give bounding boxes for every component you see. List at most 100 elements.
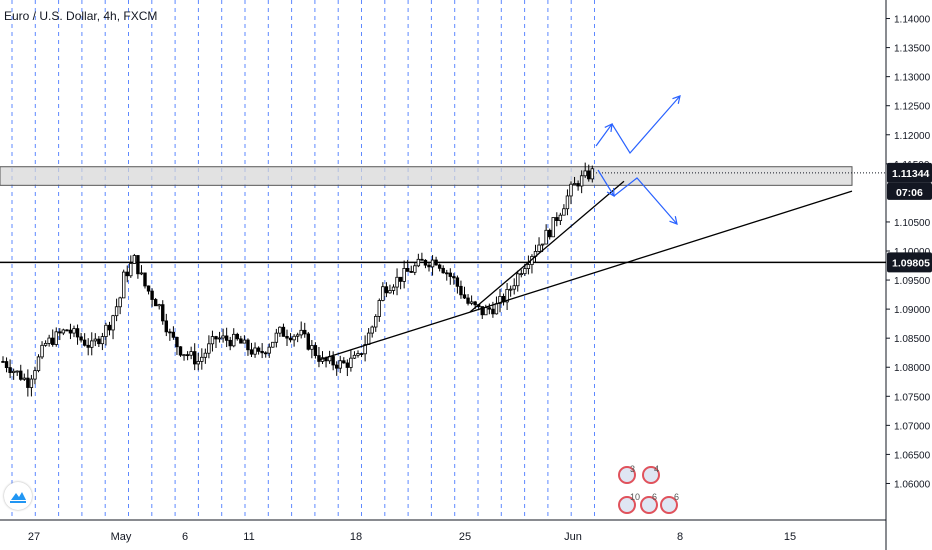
candle[interactable] <box>508 288 513 291</box>
candle[interactable] <box>185 354 190 357</box>
candle[interactable] <box>260 350 264 354</box>
candle[interactable] <box>555 217 559 221</box>
candle[interactable] <box>544 229 548 245</box>
candle[interactable] <box>434 259 438 266</box>
candle[interactable] <box>445 272 449 275</box>
candle[interactable] <box>405 268 410 272</box>
candle[interactable] <box>402 268 406 282</box>
projection-arrow[interactable] <box>613 177 678 225</box>
candle[interactable] <box>122 271 126 299</box>
candle[interactable] <box>430 259 435 268</box>
candle[interactable] <box>469 301 474 304</box>
candle[interactable] <box>118 297 122 308</box>
candle[interactable] <box>79 336 83 341</box>
candle[interactable] <box>267 346 271 354</box>
candle[interactable] <box>413 265 417 273</box>
candle[interactable] <box>384 286 389 294</box>
candle[interactable] <box>146 285 151 292</box>
candle[interactable] <box>352 354 357 359</box>
candle[interactable] <box>214 336 218 340</box>
candle[interactable] <box>526 264 531 269</box>
candle[interactable] <box>342 360 346 364</box>
candle[interactable] <box>228 339 232 347</box>
candle[interactable] <box>505 288 509 303</box>
candle[interactable] <box>437 264 442 269</box>
candle[interactable] <box>253 347 257 355</box>
candle[interactable] <box>210 336 215 345</box>
candle[interactable] <box>164 320 168 333</box>
candle[interactable] <box>565 195 570 210</box>
candle[interactable] <box>29 378 34 388</box>
candle[interactable] <box>579 175 584 187</box>
candle[interactable] <box>125 271 129 277</box>
candle[interactable] <box>207 343 211 354</box>
candle[interactable] <box>583 170 587 177</box>
candle[interactable] <box>359 353 364 355</box>
candle[interactable] <box>491 308 495 315</box>
candle[interactable] <box>540 243 545 246</box>
candle[interactable] <box>310 345 314 350</box>
candle[interactable] <box>136 255 140 275</box>
candle[interactable] <box>498 295 502 305</box>
candle[interactable] <box>441 267 445 274</box>
candle[interactable] <box>246 339 250 351</box>
candle[interactable] <box>548 229 552 238</box>
candle[interactable] <box>295 334 300 337</box>
candle[interactable] <box>104 324 108 337</box>
candle[interactable] <box>338 360 342 369</box>
candle[interactable] <box>132 255 137 264</box>
event-flag-icon[interactable] <box>618 466 636 484</box>
candle[interactable] <box>370 326 374 334</box>
candle[interactable] <box>171 331 176 338</box>
candle[interactable] <box>317 355 321 362</box>
candle[interactable] <box>398 276 403 282</box>
candle[interactable] <box>349 357 353 368</box>
event-flag-icon[interactable] <box>640 496 658 514</box>
candle[interactable] <box>487 307 492 310</box>
candle[interactable] <box>366 332 371 345</box>
candle[interactable] <box>374 316 378 328</box>
candle[interactable] <box>484 307 488 316</box>
candle[interactable] <box>139 272 144 275</box>
candle[interactable] <box>232 333 236 347</box>
candle[interactable] <box>285 335 289 339</box>
candle[interactable] <box>90 340 94 348</box>
candle[interactable] <box>19 370 23 380</box>
candle[interactable] <box>239 338 243 344</box>
candle[interactable] <box>274 332 279 343</box>
candle[interactable] <box>189 351 193 356</box>
candle[interactable] <box>391 286 396 291</box>
candle[interactable] <box>562 208 566 216</box>
candle[interactable] <box>494 303 499 315</box>
candle[interactable] <box>388 290 392 294</box>
candle[interactable] <box>420 258 424 261</box>
tradingview-logo-icon[interactable] <box>4 482 32 510</box>
candle[interactable] <box>192 351 197 365</box>
candle[interactable] <box>153 299 158 307</box>
candle[interactable] <box>33 370 37 380</box>
candle[interactable] <box>331 356 335 366</box>
candle[interactable] <box>8 367 12 374</box>
trendline-steep[interactable] <box>469 180 625 313</box>
candle[interactable] <box>129 263 133 277</box>
candle[interactable] <box>40 344 44 358</box>
candle[interactable] <box>334 364 339 369</box>
candle[interactable] <box>363 344 367 355</box>
candle[interactable] <box>175 336 179 348</box>
candle[interactable] <box>256 347 261 352</box>
candle[interactable] <box>281 326 286 337</box>
candle[interactable] <box>455 277 460 287</box>
candle[interactable] <box>473 301 477 306</box>
candle[interactable] <box>161 304 165 322</box>
candle[interactable] <box>182 354 186 357</box>
candle[interactable] <box>111 315 115 331</box>
candle[interactable] <box>75 328 80 338</box>
candle[interactable] <box>448 272 452 277</box>
candle[interactable] <box>203 352 208 358</box>
candle[interactable] <box>558 214 563 221</box>
candle[interactable] <box>271 341 275 348</box>
candle[interactable] <box>82 339 87 346</box>
candle[interactable] <box>43 342 48 346</box>
candle[interactable] <box>86 344 90 348</box>
